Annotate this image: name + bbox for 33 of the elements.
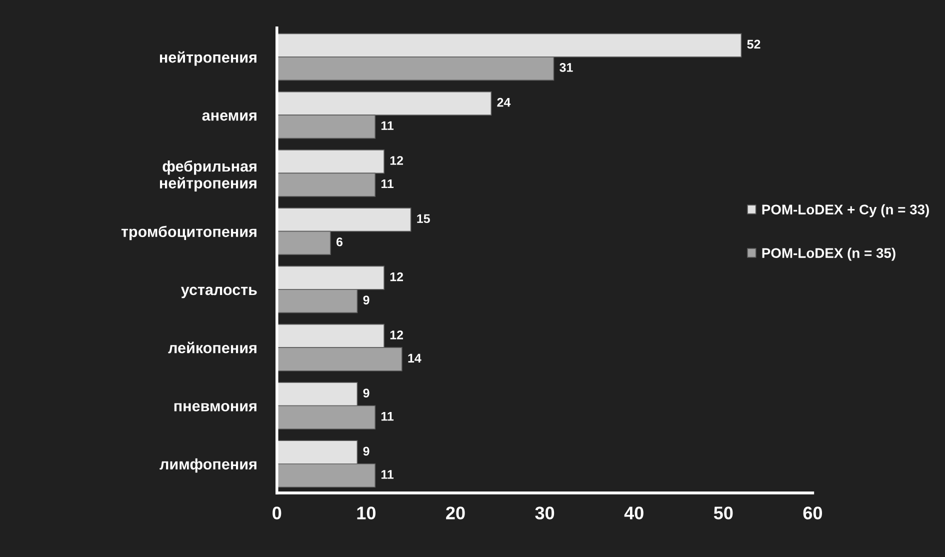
data-label: 9 bbox=[363, 296, 370, 304]
y-tick-label: анемия bbox=[202, 112, 256, 121]
data-label: 12 bbox=[390, 272, 404, 282]
data-label: 14 bbox=[408, 354, 422, 362]
x-tick-label: 30 bbox=[535, 506, 554, 520]
y-tick-label: фебрильная нейтропения bbox=[160, 160, 256, 192]
x-tick-label: 50 bbox=[714, 506, 733, 520]
y-tick-label: усталость bbox=[180, 286, 257, 298]
data-label: 24 bbox=[497, 98, 511, 107]
x-tick-label: 40 bbox=[624, 506, 644, 520]
data-label: 11 bbox=[381, 470, 394, 479]
data-label: 15 bbox=[417, 214, 430, 224]
y-tick-label: пневмония bbox=[174, 403, 256, 412]
data-label: 12 bbox=[390, 156, 404, 165]
data-label: 11 bbox=[381, 179, 394, 188]
data-label: 52 bbox=[747, 40, 760, 49]
legend-label: POM-LoDEX (n = 35) bbox=[762, 248, 896, 261]
y-tick-label: тромбоцитопения bbox=[121, 226, 256, 240]
x-tick-label: 60 bbox=[803, 506, 822, 520]
data-label: 6 bbox=[336, 237, 343, 246]
data-label: 11 bbox=[381, 121, 394, 130]
data-label: 9 bbox=[363, 446, 370, 456]
data-label: 12 bbox=[390, 330, 404, 340]
y-tick-label: лимфопения bbox=[160, 458, 256, 473]
data-label: 31 bbox=[560, 63, 573, 72]
y-tick-label: лейкопения bbox=[168, 342, 256, 354]
data-label: 11 bbox=[381, 412, 394, 421]
y-tick-label: нейтропения bbox=[160, 51, 256, 66]
x-tick-label: 0 bbox=[272, 506, 282, 520]
data-label: 9 bbox=[363, 388, 370, 398]
x-tick-label: 20 bbox=[446, 506, 465, 520]
x-tick-label: 10 bbox=[357, 506, 376, 520]
legend-label: POM-LoDEX + Cy (n = 33) bbox=[762, 204, 929, 218]
